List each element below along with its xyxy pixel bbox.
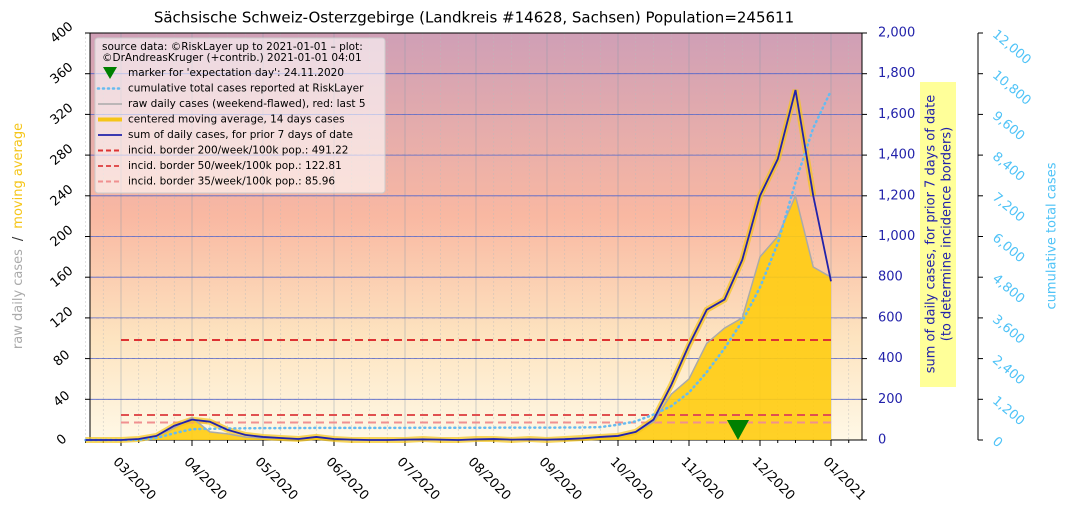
y-tick-label: 360 [48,60,77,87]
legend-label: cumulative total cases reported at RiskL… [128,83,364,95]
legend-label: sum of daily cases, for prior 7 days of … [128,129,353,141]
y-label-ma: moving average [11,123,26,229]
y-tick-label: 400 [48,19,77,46]
y2-label: (to determine incidence borders) [940,127,955,342]
y3-tick-label: 9,600 [989,109,1027,144]
y3-tick-label: 7,200 [989,190,1027,225]
y3-tick-label: 3,600 [989,312,1027,347]
y-label: raw daily cases / moving average [11,123,26,349]
x-tick-label: 04/2020 [181,455,230,504]
y3-tick-label: 0 [989,434,1005,451]
y2-tick-label: 1,200 [878,188,915,203]
y2-tick-label: 1,000 [878,229,915,244]
series-line [84,89,833,442]
x-tick-label: 01/2021 [820,455,869,504]
legend-label: incid. border 35/week/100k pop.: 85.96 [128,176,335,188]
legend-label: marker for 'expectation day': 24.11.2020 [128,67,344,79]
source-note: ©DrAndreasKruger (+contrib.) 2021-01-01 … [102,52,362,64]
y-tick-label: 80 [51,348,73,370]
legend-box [94,37,386,194]
y3-tick-label: 6,000 [989,231,1027,266]
x-tick-label: 06/2020 [323,455,372,504]
y-tick-label: 120 [48,304,77,331]
legend-label: centered moving average, 14 days cases [128,114,345,126]
y2-tick-label: 800 [878,270,903,285]
y2-tick-label: 600 [878,310,903,325]
y3-tick-label: 4,800 [989,271,1027,306]
y-tick-label: 200 [48,223,77,250]
y3-tick-label: 10,800 [989,68,1033,109]
legend-label: incid. border 50/week/100k pop.: 122.81 [128,160,342,172]
y2-label: sum of daily cases, for prior 7 days of … [924,95,939,374]
x-tick-label: 05/2020 [252,455,301,504]
x-tick-label: 07/2020 [394,455,443,504]
y-label-sep: / [11,236,26,241]
y3-tick-label: 12,000 [989,27,1033,68]
series-line [85,89,832,441]
y-tick-label: 40 [51,388,73,410]
y3-tick-label: 8,400 [989,149,1027,184]
y-tick-label: 280 [48,141,77,168]
x-tick-label: 08/2020 [465,455,514,504]
y2-tick-label: 0 [878,433,886,448]
legend: source data: ©RiskLayer up to 2021-01-01… [94,37,386,194]
source-note: source data: ©RiskLayer up to 2021-01-01… [102,41,363,53]
x-tick-label: 10/2020 [607,455,656,504]
y2-label-box [920,82,956,387]
x-tick-label: 11/2020 [678,455,727,504]
expectation-marker [727,420,749,440]
x-tick-label: 12/2020 [749,455,798,504]
x-tick-label: 03/2020 [110,455,159,504]
y2-tick-label: 400 [878,351,903,366]
y2-tick-label: 1,400 [878,148,915,163]
y3-label: cumulative total cases [1045,162,1060,309]
raw-area [85,195,831,440]
y3-tick-label: 1,200 [989,394,1027,429]
y3-tick-label: 2,400 [989,353,1027,388]
y2-tick-label: 2,000 [878,26,915,41]
y-tick-label: 320 [48,101,77,128]
y-tick-label: 240 [48,182,77,209]
y-tick-label: 160 [48,263,77,290]
y2-tick-label: 1,800 [878,66,915,81]
legend-label: incid. border 200/week/100k pop.: 491.22 [128,145,348,157]
y-tick-label: 0 [54,432,70,449]
legend-label: raw daily cases (weekend-flawed), red: l… [128,98,366,110]
legend-marker [103,67,117,79]
x-tick-label: 09/2020 [536,455,585,504]
y-label-raw: raw daily cases [11,249,26,349]
y2-tick-label: 1,600 [878,107,915,122]
chart-title: Sächsische Schweiz-Osterzgebirge (Landkr… [154,9,794,27]
y2-tick-label: 200 [878,392,903,407]
